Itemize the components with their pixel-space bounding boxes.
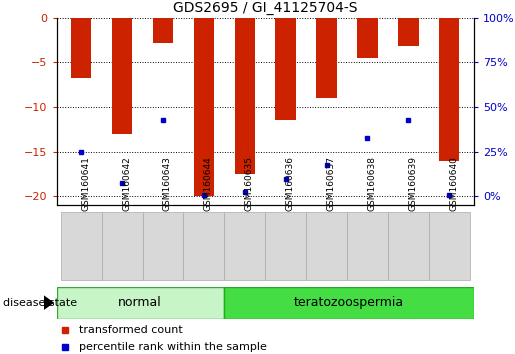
Bar [112, 18, 132, 134]
Bar [234, 18, 255, 174]
Bar [153, 18, 173, 43]
Text: GSM160644: GSM160644 [204, 156, 213, 211]
Text: transformed count: transformed count [78, 325, 182, 335]
Text: GSM160643: GSM160643 [163, 156, 172, 211]
Bar [429, 212, 470, 280]
Bar [357, 18, 377, 58]
Text: percentile rank within the sample: percentile rank within the sample [78, 342, 266, 352]
Bar [143, 212, 183, 280]
Bar [265, 212, 306, 280]
Text: disease state: disease state [3, 298, 77, 308]
Bar [347, 212, 388, 280]
Text: GSM160637: GSM160637 [327, 156, 336, 211]
Bar [316, 18, 337, 98]
Bar [194, 18, 214, 196]
Bar [398, 18, 419, 46]
Bar [439, 18, 459, 161]
Bar [183, 212, 225, 280]
Bar [306, 212, 347, 280]
Text: normal: normal [118, 296, 162, 309]
Bar [388, 212, 429, 280]
Bar [71, 18, 92, 79]
Bar [276, 18, 296, 120]
Text: GSM160639: GSM160639 [408, 156, 417, 211]
Text: teratozoospermia: teratozoospermia [294, 296, 404, 309]
Text: GSM160642: GSM160642 [122, 156, 131, 211]
Bar [101, 212, 143, 280]
Title: GDS2695 / GI_41125704-S: GDS2695 / GI_41125704-S [173, 1, 357, 15]
Text: GSM160636: GSM160636 [286, 156, 295, 211]
Bar [225, 212, 265, 280]
Bar [61, 212, 101, 280]
Bar [57, 287, 224, 319]
Text: GSM160640: GSM160640 [449, 156, 458, 211]
Text: GSM160641: GSM160641 [81, 156, 90, 211]
Bar [224, 287, 474, 319]
Text: GSM160635: GSM160635 [245, 156, 254, 211]
Polygon shape [44, 295, 54, 310]
Text: GSM160638: GSM160638 [368, 156, 376, 211]
